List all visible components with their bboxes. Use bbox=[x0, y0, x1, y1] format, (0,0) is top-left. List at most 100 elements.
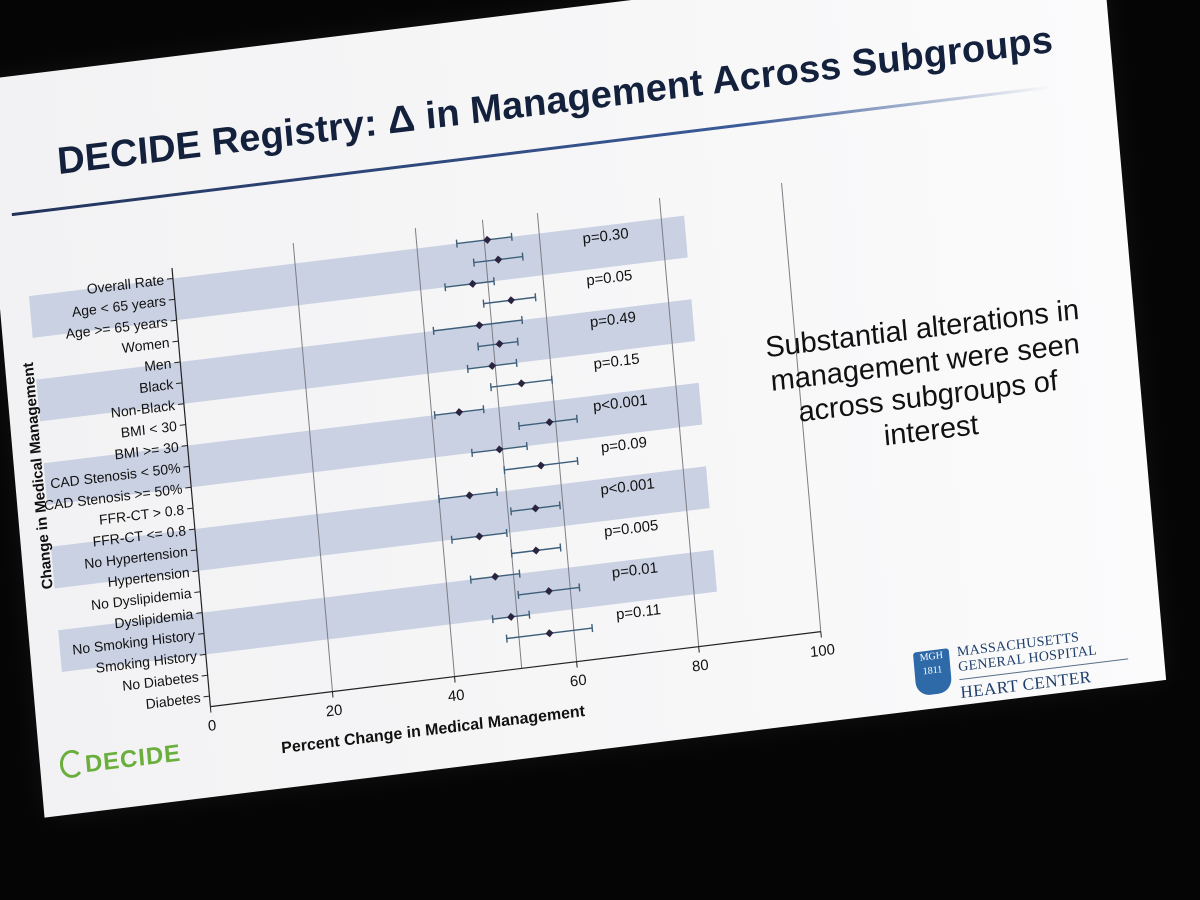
point-estimate bbox=[517, 379, 526, 388]
p-value-label: p<0.001 bbox=[592, 392, 648, 416]
x-tick bbox=[209, 706, 212, 713]
error-cap-high bbox=[521, 252, 524, 261]
point-estimate bbox=[483, 235, 492, 244]
forest-row bbox=[510, 543, 562, 558]
error-cap-low bbox=[503, 465, 506, 475]
group-band bbox=[36, 299, 696, 422]
y-tick bbox=[190, 549, 197, 552]
y-tick bbox=[179, 424, 186, 426]
y-tick bbox=[196, 612, 203, 614]
error-cap-low bbox=[477, 342, 480, 351]
group-band bbox=[43, 382, 703, 505]
point-estimate bbox=[536, 461, 545, 470]
y-tick bbox=[177, 403, 184, 405]
x-axis-line bbox=[210, 631, 821, 708]
x-tick bbox=[454, 676, 456, 683]
gridline bbox=[292, 242, 333, 692]
forest-row bbox=[477, 337, 519, 351]
plot-axes bbox=[166, 267, 822, 713]
error-cap-high bbox=[576, 456, 579, 466]
p-values: p=0.30 p=0.05 p=0.49 p=0.15 p<0.001 p=0.09 p<0… bbox=[582, 225, 662, 623]
error-cap-low bbox=[491, 615, 494, 624]
point-estimate bbox=[532, 546, 541, 555]
error-cap-high bbox=[521, 315, 524, 325]
y-tick bbox=[176, 382, 183, 385]
y-tick bbox=[172, 340, 179, 343]
y-tick bbox=[203, 695, 210, 698]
x-tick bbox=[576, 661, 578, 668]
row-label: Non-Black bbox=[110, 397, 176, 421]
y-tick bbox=[170, 319, 177, 322]
forest-row bbox=[517, 414, 579, 431]
x-tick-labels: 0 20 40 60 80 100 bbox=[207, 641, 835, 735]
x-tick-label: 0 bbox=[207, 717, 217, 735]
slide: DECIDE Registry: Δ in Management Across … bbox=[0, 0, 1167, 818]
y-tick bbox=[174, 361, 181, 364]
error-cap-high bbox=[482, 405, 485, 414]
error-cap-low bbox=[466, 364, 469, 373]
y-tick bbox=[192, 570, 199, 573]
point-estimate bbox=[495, 339, 504, 348]
x-tick bbox=[820, 631, 822, 638]
point-estimate bbox=[475, 321, 484, 330]
x-tick-label: 40 bbox=[447, 687, 465, 706]
forest-row bbox=[470, 442, 528, 457]
row-label: Black bbox=[138, 376, 174, 396]
row-label: Women bbox=[121, 334, 170, 356]
p-value-label: p<0.001 bbox=[600, 475, 656, 499]
error-cap-high bbox=[550, 375, 554, 384]
y-tick bbox=[185, 486, 192, 489]
forest-row bbox=[509, 501, 561, 516]
y-tick bbox=[166, 277, 173, 280]
forest-row bbox=[505, 623, 594, 643]
error-cap-low bbox=[444, 283, 447, 292]
point-estimate bbox=[488, 361, 497, 370]
row-label: Men bbox=[144, 355, 172, 374]
p-value-label: p=0.01 bbox=[611, 559, 658, 582]
row-label: BMI >= 30 bbox=[114, 439, 180, 463]
reference-line bbox=[481, 219, 523, 669]
forest-row bbox=[472, 252, 524, 267]
row-label: BMI < 30 bbox=[120, 418, 178, 441]
forest-row bbox=[482, 293, 537, 308]
error-cap-low bbox=[517, 590, 520, 599]
error-bars bbox=[432, 232, 594, 643]
x-tick-label: 100 bbox=[809, 641, 835, 661]
error-cap-high bbox=[505, 528, 508, 538]
forest-row bbox=[444, 277, 496, 292]
error-cap-low bbox=[509, 507, 513, 516]
decide-ring-icon bbox=[58, 748, 86, 780]
point-estimate bbox=[545, 629, 554, 638]
mgh-seal-text: MGH 1811 bbox=[919, 649, 944, 678]
error-cap-low bbox=[450, 535, 453, 544]
error-cap-high bbox=[525, 442, 528, 451]
x-tick bbox=[331, 691, 334, 698]
forest-row bbox=[466, 358, 518, 373]
p-value-label: p=0.11 bbox=[615, 601, 661, 623]
gridline bbox=[536, 213, 578, 662]
point-estimate bbox=[495, 445, 504, 454]
x-tick-label: 60 bbox=[569, 672, 587, 691]
error-cap-high bbox=[518, 569, 521, 578]
group-band bbox=[58, 549, 717, 673]
y-tick bbox=[187, 507, 194, 510]
error-cap-low bbox=[437, 495, 441, 504]
group-bands bbox=[29, 215, 717, 673]
point-estimate bbox=[545, 418, 554, 427]
error-cap-low bbox=[469, 575, 472, 584]
error-cap-high bbox=[510, 232, 513, 241]
gridline bbox=[781, 183, 822, 632]
error-cap-high bbox=[578, 583, 581, 592]
error-cap-high bbox=[516, 337, 519, 346]
point-estimate bbox=[468, 279, 477, 288]
y-tick bbox=[168, 298, 175, 301]
error-cap-low bbox=[482, 299, 485, 308]
y-tick bbox=[183, 465, 190, 468]
y-tick bbox=[201, 674, 208, 677]
point-estimate bbox=[475, 532, 484, 541]
error-cap-low bbox=[433, 411, 436, 420]
x-tick-label: 20 bbox=[325, 702, 343, 721]
error-cap-high bbox=[492, 277, 496, 286]
error-cap-low bbox=[470, 448, 474, 457]
